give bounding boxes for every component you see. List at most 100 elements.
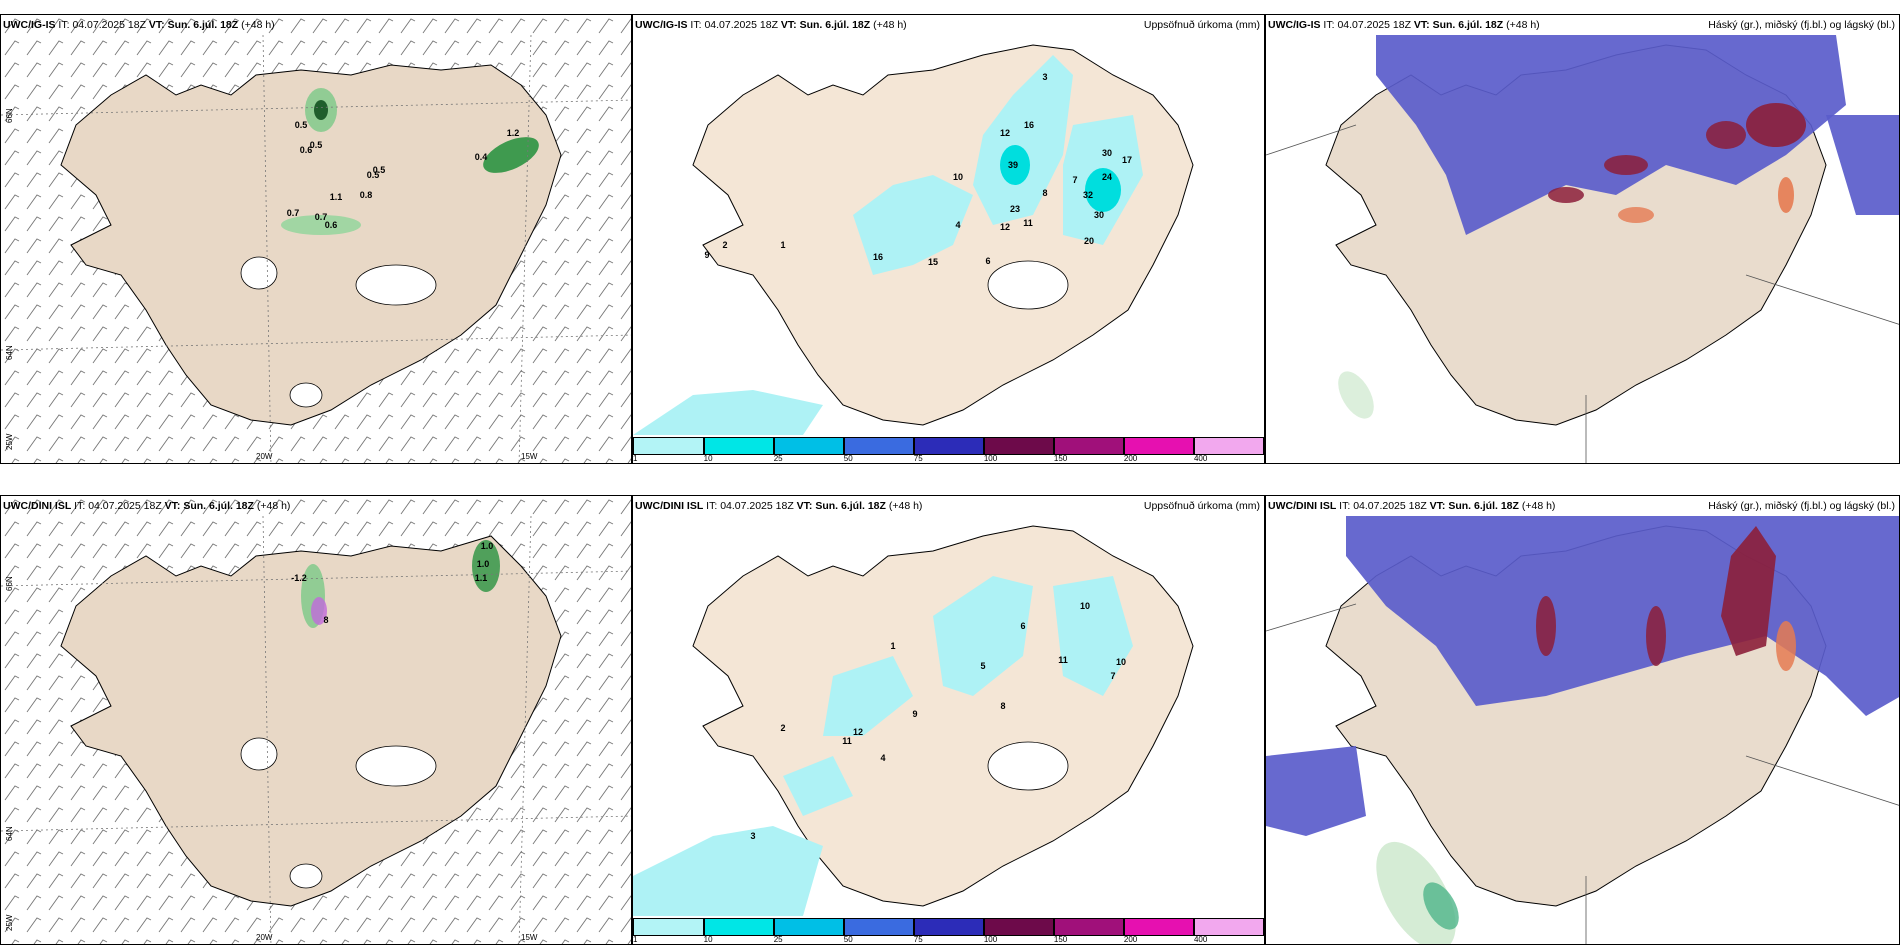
precip-label: 5 xyxy=(980,661,986,671)
colorbar-tick: 100 xyxy=(983,454,998,463)
colorbar-tick: 50 xyxy=(843,935,853,944)
colorbar-segment xyxy=(1193,918,1264,936)
precip-label: 1 xyxy=(780,240,786,250)
colorbar-tick: 75 xyxy=(913,935,923,944)
wind-label: 1.0 xyxy=(476,559,490,569)
panel-title: Háský (gr.), miðský (fj.bl.) og lágský (… xyxy=(1708,500,1895,512)
panel-top-cloud: UWC/IG-IS IT: 04.07.2025 18Z VT: Sun. 6.… xyxy=(1265,14,1900,464)
colorbar-segment xyxy=(1123,437,1194,455)
wind-label: 1.0 xyxy=(480,541,494,551)
wind-label: 1.1 xyxy=(474,573,488,583)
lon-label: 15W xyxy=(521,452,538,461)
colorbar-segment xyxy=(913,437,984,455)
colorbar-segment xyxy=(1123,918,1194,936)
precip-label: 17 xyxy=(1121,155,1133,165)
colorbar-tick: 150 xyxy=(1053,935,1068,944)
precip-label: 2 xyxy=(780,723,786,733)
precip-label: 1 xyxy=(890,641,896,651)
wind-label: 0.6 xyxy=(299,145,313,155)
precip-label: 11 xyxy=(1058,655,1068,665)
colorbar-segment xyxy=(1053,918,1124,936)
precip-label: 7 xyxy=(1110,671,1116,681)
colorbar-segment xyxy=(773,437,844,455)
colorbar-tick: 75 xyxy=(913,454,923,463)
precip-label: 10 xyxy=(1115,657,1127,667)
colorbar-tick: 400 xyxy=(1193,935,1208,944)
iceland-map xyxy=(1,496,631,944)
colorbar-segment xyxy=(703,918,774,936)
precip-label: 11 xyxy=(842,736,852,746)
colorbar-segment xyxy=(703,437,774,455)
precip-label: 12 xyxy=(852,727,864,737)
precip-label: 9 xyxy=(704,250,710,260)
lat-label: 66N xyxy=(5,108,14,123)
panel-header: UWC/IG-IS IT: 04.07.2025 18Z VT: Sun. 6.… xyxy=(1268,19,1540,31)
precip-label: 15 xyxy=(927,257,939,267)
precip-label: 9 xyxy=(912,709,918,719)
wind-label: 0.6 xyxy=(324,220,338,230)
panel-bottom-precip: UWC/DINI ISL IT: 04.07.2025 18Z VT: Sun.… xyxy=(632,495,1265,945)
precip-label: 6 xyxy=(1020,621,1026,631)
precip-label: 2 xyxy=(722,240,728,250)
wind-label: 0.5 xyxy=(372,165,386,175)
lon-label: 15W xyxy=(521,933,538,942)
panel-title: Uppsöfnuð úrkoma (mm) xyxy=(1143,500,1260,512)
precip-label: 24 xyxy=(1101,172,1113,182)
precip-label: 20 xyxy=(1083,236,1095,246)
colorbar-segment xyxy=(1193,437,1264,455)
colorbar-segment xyxy=(773,918,844,936)
colorbar-segment xyxy=(633,437,704,455)
wind-label: 0.8 xyxy=(359,190,373,200)
precip-label: 8 xyxy=(1000,701,1006,711)
colorbar-tick: 10 xyxy=(703,935,713,944)
precip-label: 30 xyxy=(1093,210,1105,220)
panel-top-wind: UWC/IG-IS IT: 04.07.2025 18Z VT: Sun. 6.… xyxy=(0,14,632,464)
lat-label: 66N xyxy=(5,576,14,591)
lat-label: 25W xyxy=(5,914,14,931)
wind-label: 0.7 xyxy=(286,208,300,218)
colorbar-segment xyxy=(983,437,1054,455)
panel-title: Uppsöfnuð úrkoma (mm) xyxy=(1143,19,1260,31)
precip-label: 6 xyxy=(985,256,991,266)
lat-label: 64N xyxy=(5,345,14,360)
iceland-map xyxy=(1,15,631,463)
colorbar-tick: 1 xyxy=(633,454,638,463)
iceland-landmass xyxy=(60,64,562,426)
colorbar-tick: 10 xyxy=(703,454,713,463)
precip-label: 16 xyxy=(1023,120,1035,130)
colorbar-tick: 25 xyxy=(773,935,783,944)
precip-label: 23 xyxy=(1009,204,1021,214)
wind-label: 0.4 xyxy=(474,152,488,162)
colorbar-tick: 200 xyxy=(1123,454,1138,463)
iceland-map xyxy=(633,525,1194,916)
wind-label: 1.1 xyxy=(329,192,343,202)
iceland-map xyxy=(1266,35,1899,463)
colorbar-tick: 100 xyxy=(983,935,998,944)
wind-label: 0.5 xyxy=(309,140,323,150)
precip-label: 30 xyxy=(1101,148,1113,158)
panel-bottom-wind: UWC/DINI ISL IT: 04.07.2025 18Z VT: Sun.… xyxy=(0,495,632,945)
wind-label: 1.2 xyxy=(506,128,520,138)
precip-label: 11 xyxy=(1023,218,1033,228)
colorbar-tick: 150 xyxy=(1053,454,1068,463)
colorbar-tick: 1 xyxy=(633,935,638,944)
panel-bottom-cloud: UWC/DINI ISL IT: 04.07.2025 18Z VT: Sun.… xyxy=(1265,495,1900,945)
panel-header: UWC/DINI ISL IT: 04.07.2025 18Z VT: Sun.… xyxy=(635,500,923,512)
colorbar-segment xyxy=(843,918,914,936)
wind-label: -1.2 xyxy=(291,573,307,583)
panel-header: UWC/IG-IS IT: 04.07.2025 18Z VT: Sun. 6.… xyxy=(3,19,275,31)
lon-label: 20W xyxy=(256,452,273,461)
precip-label: 10 xyxy=(1079,601,1091,611)
colorbar-tick: 25 xyxy=(773,454,783,463)
panel-header: UWC/DINI ISL IT: 04.07.2025 18Z VT: Sun.… xyxy=(1268,500,1556,512)
precip-colorbar: 1 10 25 50 75 100 150 200 400 xyxy=(633,916,1264,944)
panel-top-precip: UWC/IG-IS IT: 04.07.2025 18Z VT: Sun. 6.… xyxy=(632,14,1265,464)
lat-label: 25W xyxy=(5,433,14,450)
colorbar-tick: 400 xyxy=(1193,454,1208,463)
precip-label: 32 xyxy=(1082,190,1094,200)
colorbar-tick: 200 xyxy=(1123,935,1138,944)
panel-title: Háský (gr.), miðský (fj.bl.) og lágský (… xyxy=(1708,19,1895,31)
panel-header: UWC/DINI ISL IT: 04.07.2025 18Z VT: Sun.… xyxy=(3,500,291,512)
colorbar-segment xyxy=(983,918,1054,936)
colorbar-segment xyxy=(843,437,914,455)
